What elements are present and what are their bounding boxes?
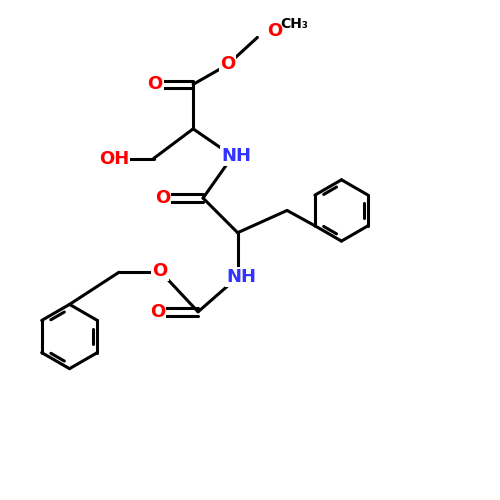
Text: O: O <box>152 262 168 280</box>
Text: O: O <box>148 76 162 94</box>
Text: O: O <box>155 189 170 207</box>
Text: CH₃: CH₃ <box>280 16 308 30</box>
Text: NH: NH <box>221 147 251 165</box>
Text: OH: OH <box>99 150 129 168</box>
Text: NH: NH <box>226 268 256 286</box>
Text: O: O <box>267 22 282 40</box>
Text: O: O <box>150 303 165 321</box>
Text: O: O <box>220 54 236 72</box>
